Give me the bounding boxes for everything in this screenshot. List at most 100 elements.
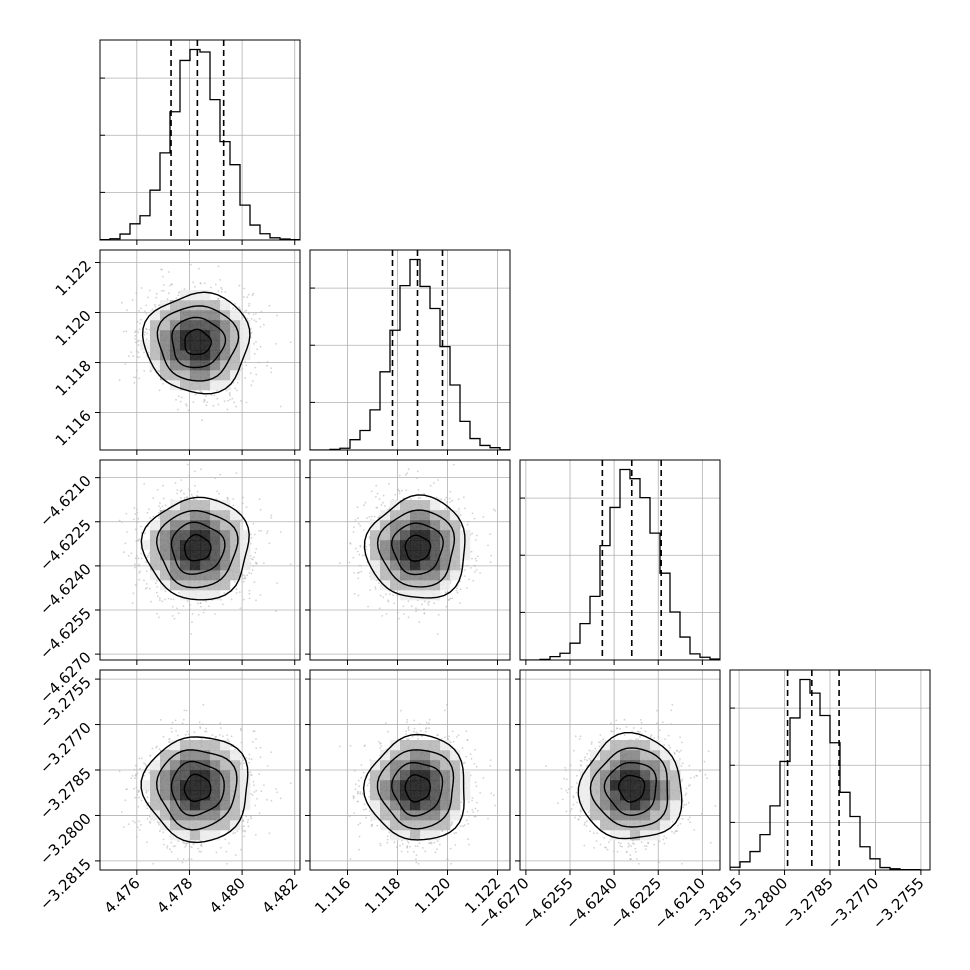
sample-point	[243, 598, 245, 601]
sample-point	[379, 594, 382, 597]
density-cell	[190, 360, 201, 371]
sample-point	[247, 293, 250, 296]
sample-point	[266, 360, 269, 363]
contour-line	[171, 316, 227, 369]
sample-point	[260, 530, 263, 532]
sample-point	[369, 589, 371, 591]
density-cell	[160, 540, 171, 551]
sample-point	[437, 613, 440, 616]
sample-point	[167, 292, 170, 295]
sample-point	[219, 473, 222, 476]
sample-point	[192, 401, 195, 403]
sample-point	[470, 550, 473, 553]
sample-point	[161, 289, 163, 292]
density-cell	[170, 360, 181, 371]
sample-point	[145, 304, 148, 307]
sample-point	[427, 604, 430, 606]
density-cell	[150, 340, 161, 351]
sample-point	[377, 516, 380, 519]
sample-point	[393, 602, 396, 605]
density-cell	[210, 520, 221, 531]
sample-point	[138, 538, 141, 541]
sample-point	[134, 334, 137, 337]
sample-point	[248, 589, 251, 592]
sample-point	[370, 515, 373, 518]
sample-point	[249, 542, 252, 545]
sample-point	[147, 554, 150, 557]
sample-point	[241, 317, 243, 319]
sample-point	[419, 497, 422, 499]
sample-point	[140, 525, 142, 528]
sample-point	[182, 605, 185, 608]
sample-point	[131, 602, 134, 604]
density-cell	[150, 550, 161, 561]
density-cell	[190, 550, 201, 561]
sample-point	[375, 496, 377, 498]
sample-point	[246, 317, 249, 320]
sample-point	[203, 398, 206, 401]
density-cell	[190, 380, 201, 391]
density-cell	[160, 570, 171, 581]
density-cell	[230, 540, 241, 551]
sample-point	[205, 600, 207, 603]
sample-point	[451, 499, 454, 502]
sample-point	[232, 504, 235, 507]
density-cell	[210, 570, 221, 581]
density-cell	[160, 510, 171, 521]
density-cell	[180, 570, 191, 581]
sample-point	[205, 395, 208, 397]
density-cell	[170, 510, 181, 521]
density-cell	[210, 550, 221, 561]
contour-line	[141, 291, 251, 395]
sample-point	[188, 488, 190, 491]
sample-point	[179, 400, 182, 403]
sample-point	[248, 597, 251, 600]
sample-point	[357, 594, 360, 597]
density-cell	[180, 500, 191, 511]
sample-point	[155, 296, 158, 299]
density-cell	[160, 550, 171, 561]
density-cell	[200, 350, 211, 361]
sample-point	[139, 570, 141, 573]
sample-point	[125, 512, 128, 515]
sample-point	[138, 578, 141, 581]
sample-point	[118, 519, 121, 522]
sample-point	[200, 468, 203, 471]
sample-point	[132, 355, 135, 358]
sample-point	[194, 393, 197, 396]
sample-point	[137, 517, 140, 520]
sample-point	[126, 309, 128, 312]
sample-point	[135, 508, 138, 511]
sample-point	[398, 617, 400, 620]
density-cell	[190, 560, 201, 571]
sample-point	[164, 590, 167, 593]
sample-point	[151, 308, 154, 311]
sample-point	[134, 566, 136, 569]
density-cell	[190, 580, 201, 591]
sample-point	[230, 598, 233, 601]
sample-point	[164, 598, 166, 601]
sample-point	[406, 472, 409, 474]
sample-point	[417, 497, 420, 499]
sample-point	[463, 575, 466, 577]
density-cell	[190, 340, 201, 351]
sample-point	[134, 338, 136, 340]
sample-point	[156, 612, 158, 615]
sample-point	[143, 333, 146, 336]
density-cell	[220, 320, 231, 331]
sample-point	[361, 554, 364, 557]
sample-point	[138, 571, 141, 574]
sample-point	[217, 290, 220, 292]
density-cell	[210, 350, 221, 361]
sample-point	[201, 419, 203, 422]
sample-point	[433, 602, 436, 604]
sample-point	[133, 506, 136, 509]
sample-point	[376, 506, 379, 509]
sample-point	[382, 596, 384, 599]
sample-point	[449, 597, 452, 600]
density-cell	[170, 570, 181, 581]
sample-point	[266, 532, 268, 535]
sample-point	[239, 607, 242, 610]
density-cell	[140, 540, 151, 551]
sample-point	[459, 602, 461, 604]
